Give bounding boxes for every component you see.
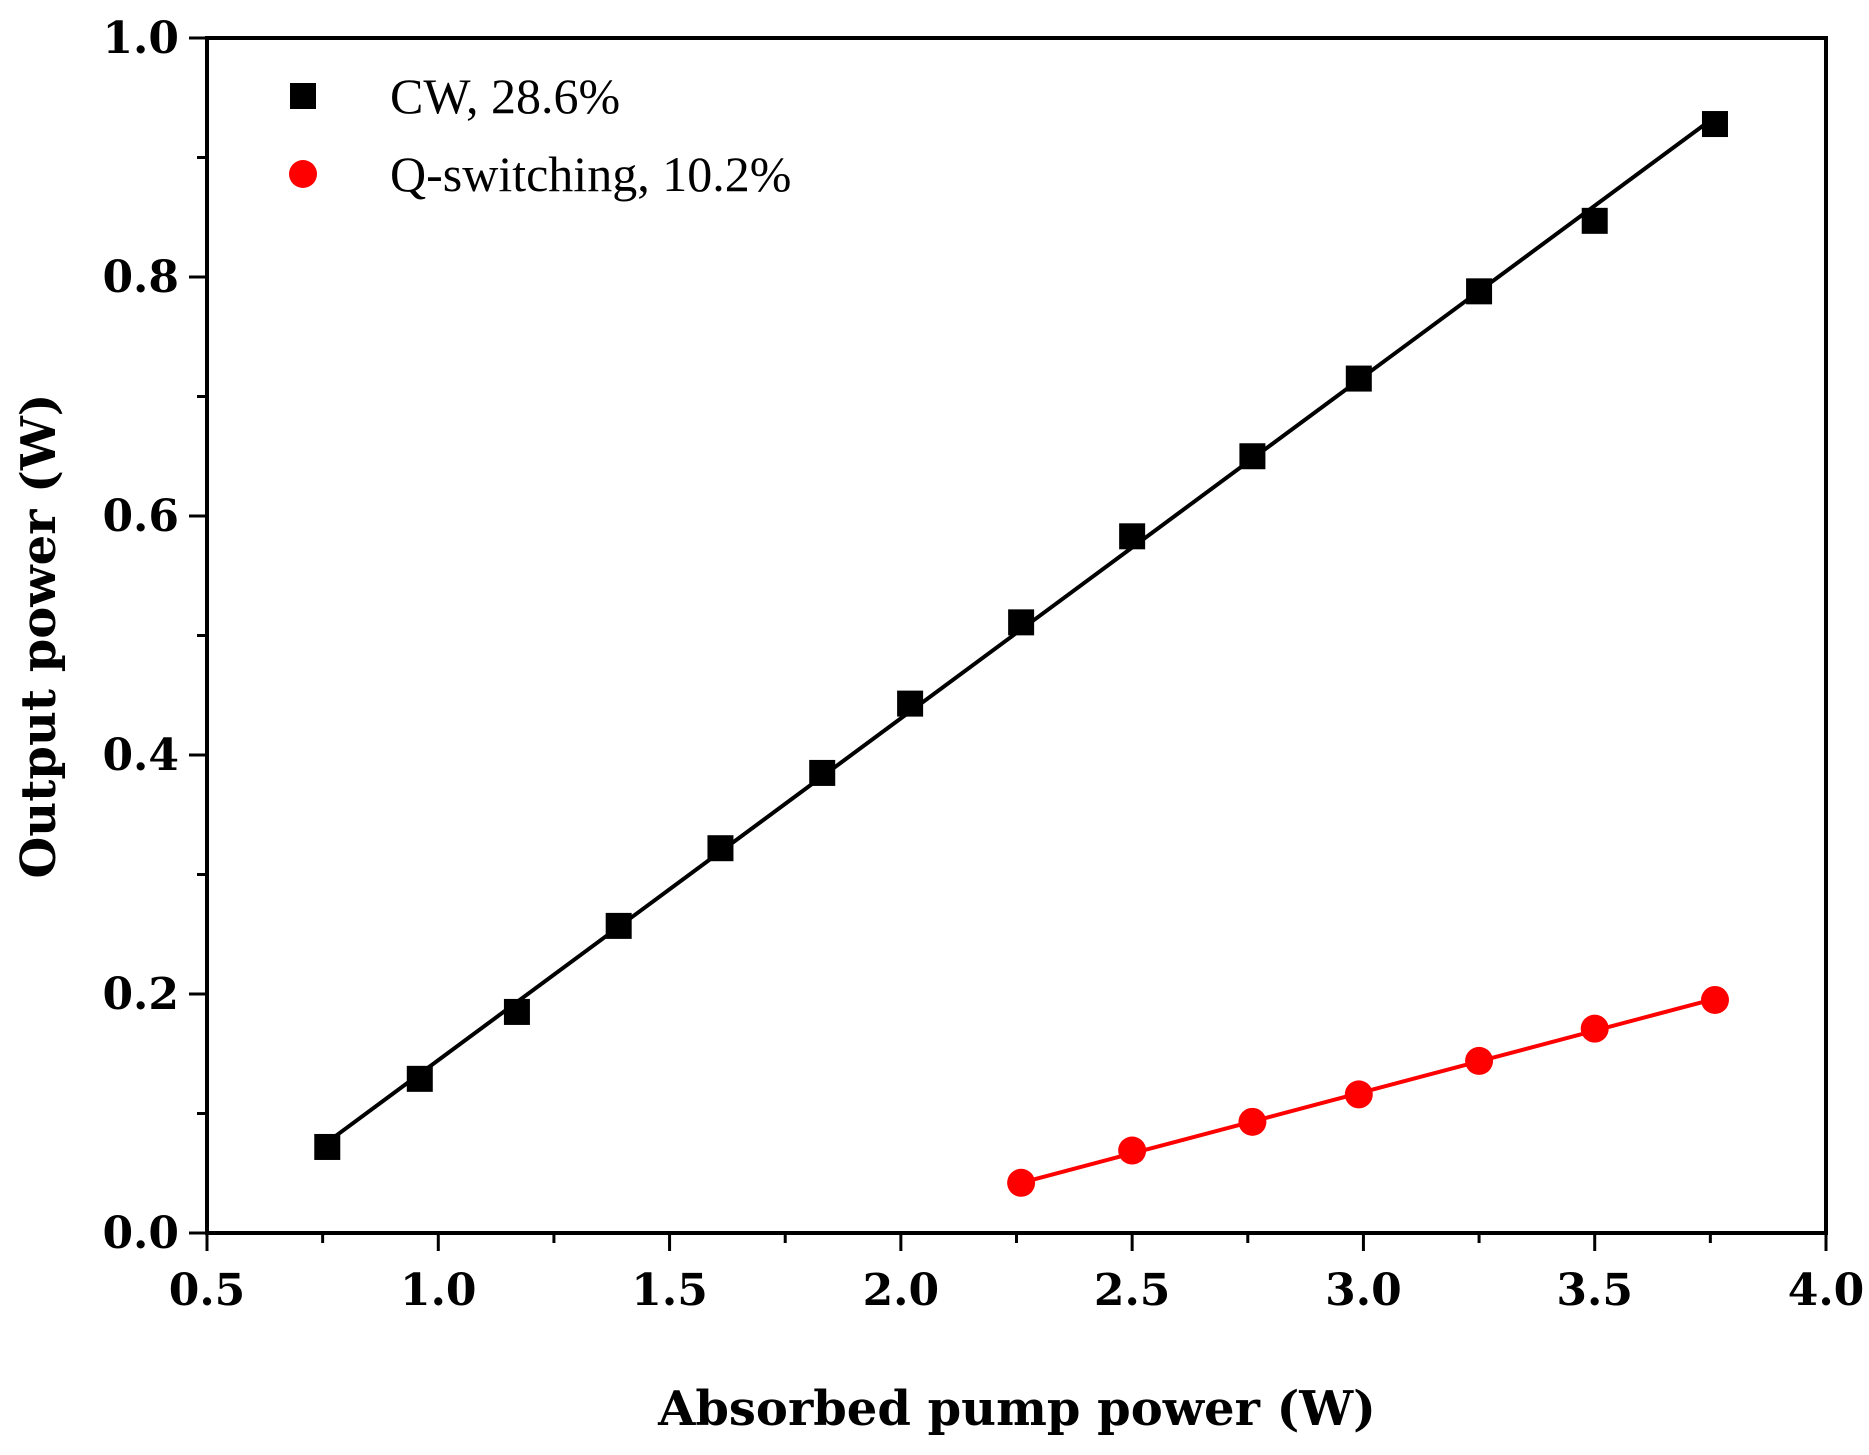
q-switching-data-point <box>1580 1014 1609 1043</box>
q-switching-data-point <box>1238 1107 1267 1136</box>
cw-data-point <box>1008 609 1035 636</box>
cw-data-point <box>707 835 734 862</box>
series-q-switching <box>1007 985 1729 1197</box>
legend-label: Q-switching, 10.2% <box>390 146 791 202</box>
y-axis-title: Output power (W) <box>11 394 67 879</box>
cw-data-point <box>1466 278 1493 305</box>
cw-data-point <box>1701 111 1728 138</box>
series-cw <box>314 111 1728 1160</box>
cw-data-point <box>1581 207 1608 234</box>
q-switching-data-point <box>1118 1136 1147 1165</box>
q-switching-data-point <box>1344 1080 1373 1109</box>
x-tick-label: 0.5 <box>169 1265 246 1316</box>
legend-item-q-switching: Q-switching, 10.2% <box>289 146 791 202</box>
y-tick-label: 0.0 <box>102 1208 179 1259</box>
y-tick-label: 0.2 <box>102 969 179 1020</box>
q-switching-data-point <box>1465 1046 1494 1075</box>
cw-data-point <box>314 1133 341 1160</box>
legend: CW, 28.6% Q-switching, 10.2% <box>289 68 791 202</box>
cw-data-point <box>1239 443 1266 470</box>
x-tick-label: 3.5 <box>1556 1265 1633 1316</box>
x-axis-title: Absorbed pump power (W) <box>657 1381 1376 1437</box>
legend-label: CW, 28.6% <box>390 68 620 124</box>
x-tick-label: 3.0 <box>1325 1265 1402 1316</box>
y-tick-label: 0.6 <box>102 491 179 542</box>
q-switching-data-point <box>1700 985 1729 1014</box>
legend-circle-marker <box>289 160 317 188</box>
cw-data-point <box>1345 365 1372 392</box>
x-tick-label: 1.5 <box>631 1265 708 1316</box>
x-tick-label: 4.0 <box>1788 1265 1865 1316</box>
x-tick-label: 2.0 <box>863 1265 940 1316</box>
cw-data-point <box>406 1065 433 1092</box>
cw-data-point <box>503 998 530 1025</box>
y-tick-label: 0.4 <box>102 730 179 781</box>
y-tick-label: 0.8 <box>102 252 179 303</box>
legend-square-marker <box>290 83 316 109</box>
axes-layer: 0.5 1.0 1.5 2.0 2.5 3.0 3.5 4.0 0.0 0.2 0.4 0.6 0.8 1… <box>102 13 1864 1316</box>
cw-data-point <box>897 690 924 717</box>
series-layer <box>314 111 1729 1197</box>
q-switching-data-point <box>1007 1168 1036 1197</box>
cw-data-point <box>605 912 632 939</box>
legend-item-cw: CW, 28.6% <box>290 68 620 124</box>
x-tick-label: 2.5 <box>1094 1265 1171 1316</box>
cw-data-point <box>1119 523 1146 550</box>
y-tick-label: 1.0 <box>102 13 179 64</box>
x-tick-label: 1.0 <box>400 1265 477 1316</box>
cw-data-point <box>809 759 836 786</box>
